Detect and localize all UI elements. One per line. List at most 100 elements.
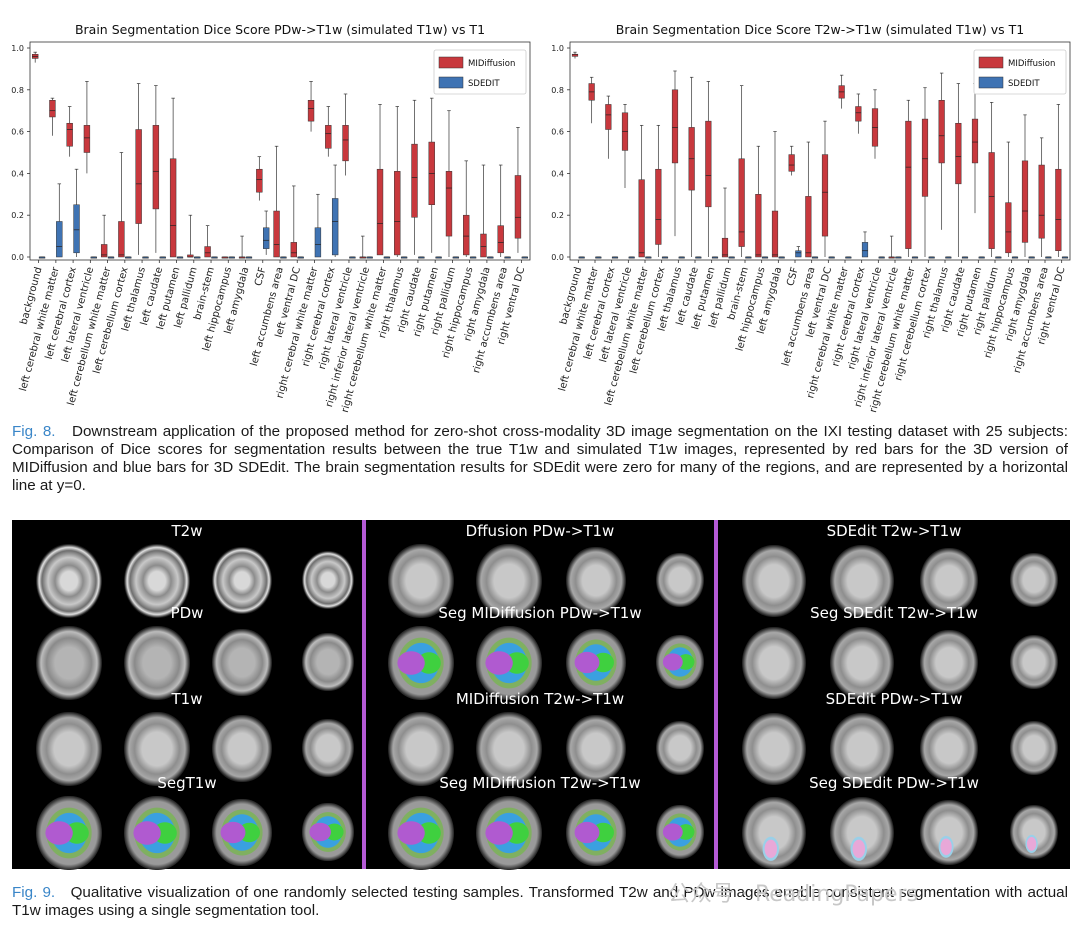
box [135,129,142,224]
y-tick-label: 0.2 [551,211,564,220]
mri-slice-image [124,626,190,700]
legend-label: SDEDIT [1008,79,1040,89]
box [971,118,979,164]
y-tick-label: 1.0 [11,44,24,53]
mri-slice-image [302,719,354,778]
mri-slice-image [1010,805,1058,859]
box [638,179,645,258]
mri-slice-image [1010,635,1058,689]
dice-chart-t2w: Brain Segmentation Dice Score T2w->T1w (… [540,20,1080,415]
mri-slice-image [302,633,354,692]
box [376,168,384,256]
mri-slice-image [742,627,806,699]
mri-slice-image [920,548,978,613]
mri-slice-image [124,796,190,870]
mri-slice-image [36,796,102,870]
legend-swatch [438,76,464,89]
box [73,204,80,254]
legend-label: SDEDIT [468,79,500,89]
box [788,154,795,172]
legend-label: MIDiffusion [1008,59,1055,69]
y-tick-label: 0.6 [11,128,24,137]
y-tick-label: 1.0 [551,44,564,53]
mri-row-label: T2w [171,522,203,540]
box [1038,164,1045,239]
mri-slice-image [388,626,454,700]
mri-row-label: T1w [171,690,203,708]
mri-slice-image [212,799,272,867]
box [100,244,108,258]
y-tick-label: 0.4 [551,169,564,178]
box [738,158,745,247]
x-tick-label: CSF [785,266,801,288]
dice-chart-pdw: Brain Segmentation Dice Score PDw->T1w (… [0,20,540,415]
mri-slice-image [566,547,626,615]
mri-panel-input: T2w PDw T1w SegT1w [12,520,362,870]
box [771,210,779,258]
mri-slice-image [742,797,806,869]
box [394,171,401,256]
mri-slice-image [656,721,704,775]
mri-figure: T2w PDw T1w SegT1w Dffusion PDw->T1w Seg MID… [12,520,1070,870]
watermark: 公众号 · ReadingPapers [668,882,919,907]
box [805,196,812,258]
box [463,214,470,256]
box [721,237,729,258]
mri-slice-image [36,712,102,786]
box [514,175,522,239]
mri-row-label: Seg SDEdit PDw->T1w [809,774,979,792]
chart-title: Brain Segmentation Dice Score T2w->T1w (… [616,22,1025,37]
panel-divider [362,520,366,869]
mri-row-label: SDEdit T2w->T1w [826,522,962,540]
mri-slice-image [124,712,190,786]
fig9-caption: Fig. 9. Qualitative visualization of one… [12,884,1068,920]
box [855,106,862,122]
mri-slice-image [566,629,626,697]
fig8-caption: Fig. 8. Downstream application of the pr… [12,423,1068,495]
mri-row-label: Seg MIDiffusion PDw->T1w [438,604,642,622]
box [66,122,73,147]
box [1021,160,1029,243]
legend-swatch [438,56,464,69]
box [795,250,802,258]
box [49,100,56,118]
legend-swatch [978,76,1004,89]
y-tick-label: 0.0 [11,253,24,262]
box [307,100,315,122]
mri-slice-image [476,544,542,618]
box [655,168,662,245]
mri-slice-image [212,629,272,697]
mri-slice-image [388,712,454,786]
mri-slice-image [920,630,978,695]
mri-row-label: Dffusion PDw->T1w [465,522,615,540]
box [314,227,322,258]
mri-slice-image [124,544,190,618]
plot-frame [569,41,1071,261]
y-tick-label: 0.4 [11,169,24,178]
box [325,125,332,149]
box [497,225,504,254]
box [118,221,125,258]
mri-slice-image [566,799,626,867]
box [169,158,177,258]
mri-slice-image [656,805,704,859]
mri-slice-image [830,797,894,869]
box [921,118,929,197]
legend-swatch [978,56,1004,69]
mri-row-label: SDEdit PDw->T1w [825,690,963,708]
box [342,125,349,162]
mri-row-label: Seg MIDiffusion T2w->T1w [439,774,641,792]
mri-slice-image [476,796,542,870]
mri-slice-image [388,544,454,618]
mri-row-label: SegT1w [157,774,217,792]
mri-slice-image [212,547,272,615]
mri-row-label: MIDiffusion T2w->T1w [455,690,625,708]
box [411,143,418,218]
dice-chart-t2w-svg: Brain Segmentation Dice Score T2w->T1w (… [551,22,1071,414]
box [955,122,962,185]
mri-slice-image [302,551,354,610]
box [83,125,91,153]
box [1055,168,1062,251]
box [290,242,297,258]
mri-slice-image [1010,721,1058,775]
